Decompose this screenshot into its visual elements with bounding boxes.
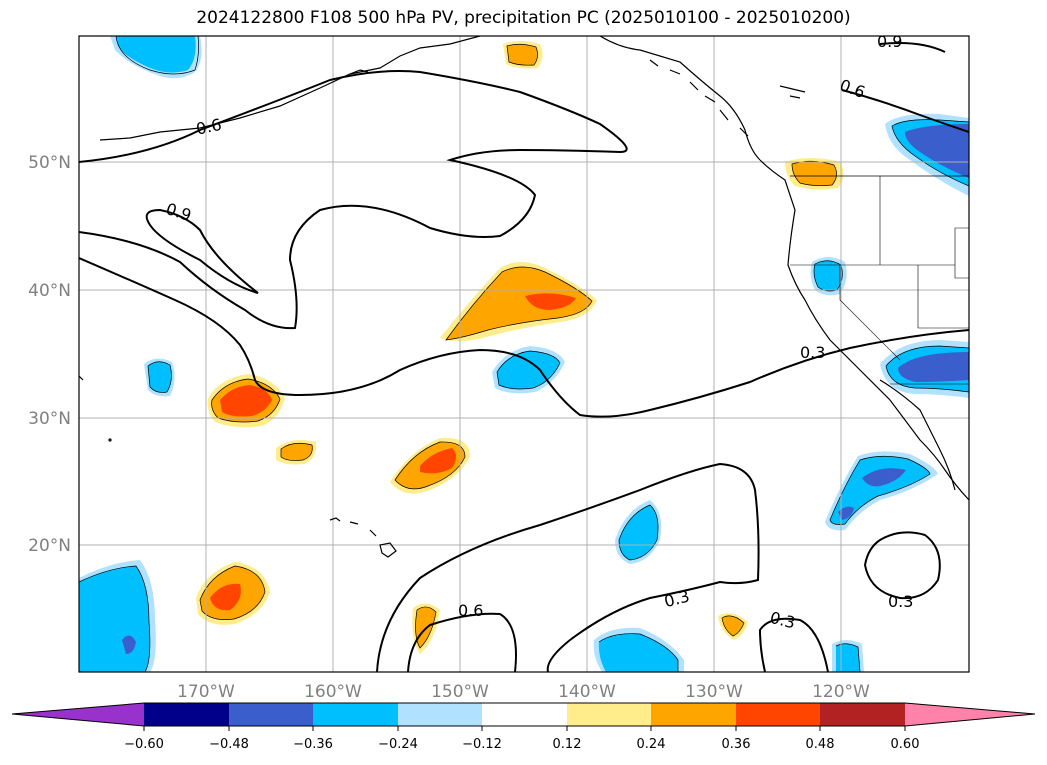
pv-contours xyxy=(79,42,969,672)
colorbar-tick-label: 0.12 xyxy=(553,737,582,752)
lon-label-130w: 130°W xyxy=(685,682,743,702)
colorbar-segment xyxy=(313,703,398,726)
colorbar-segment xyxy=(398,703,482,726)
graticule xyxy=(79,36,969,672)
colorbar-tick-label: 0.48 xyxy=(806,737,835,752)
colorbar-segment xyxy=(651,703,736,726)
colorbar-over-triangle xyxy=(905,703,1035,726)
colorbar-tick-marks xyxy=(143,726,906,731)
lat-label-20n: 20°N xyxy=(28,536,71,556)
colorbar-tick-label: −0.24 xyxy=(378,737,418,752)
lon-label-140w: 140°W xyxy=(558,682,616,702)
colorbar-tick-label: 0.24 xyxy=(637,737,666,752)
contour-labels: 0.9 0.6 0.6 0.9 0.3 0.6 0.3 0.3 0.3 xyxy=(164,32,914,632)
lat-label-40n: 40°N xyxy=(28,281,71,301)
lat-label-50n: 50°N xyxy=(28,153,71,173)
colorbar-tick-label: −0.12 xyxy=(462,737,502,752)
lon-label-120w: 120°W xyxy=(812,682,870,702)
lat-label-30n: 30°N xyxy=(28,409,71,429)
colorbar-segment xyxy=(736,703,820,726)
colorbar-tick-label: −0.48 xyxy=(209,737,249,752)
colorbar-segment xyxy=(482,703,567,726)
colorbar-tick-label: 0.36 xyxy=(722,737,751,752)
colorbar: −0.60 −0.48 −0.36 −0.24 −0.12 0.12 0.24 … xyxy=(11,702,1036,752)
colorbar-segment xyxy=(820,703,905,726)
contour-label: 0.9 xyxy=(877,32,902,51)
contour-label: 0.6 xyxy=(458,601,483,620)
colorbar-tick-label: 0.60 xyxy=(891,737,920,752)
contour-label: 0.3 xyxy=(888,592,913,611)
colorbar-segment xyxy=(144,703,229,726)
colorbar-segment xyxy=(567,703,651,726)
precipitation-fill xyxy=(79,36,969,672)
figure-title: 2024122800 F108 500 hPa PV, precipitatio… xyxy=(196,8,851,28)
contour-label: 0.3 xyxy=(800,343,825,362)
contour-label: 0.6 xyxy=(194,115,223,139)
map-frame xyxy=(78,35,970,673)
colorbar-tick-label: −0.60 xyxy=(124,737,164,752)
latitude-labels: 50°N 40°N 30°N 20°N xyxy=(28,153,71,556)
longitude-labels: 170°W 160°W 150°W 140°W 130°W 120°W xyxy=(177,682,870,702)
coastlines xyxy=(79,36,969,558)
lon-label-150w: 150°W xyxy=(431,682,489,702)
lon-label-170w: 170°W xyxy=(177,682,235,702)
colorbar-tick-label: −0.36 xyxy=(293,737,333,752)
colorbar-under-triangle xyxy=(12,703,144,726)
colorbar-segment xyxy=(229,703,313,726)
lon-label-160w: 160°W xyxy=(304,682,362,702)
